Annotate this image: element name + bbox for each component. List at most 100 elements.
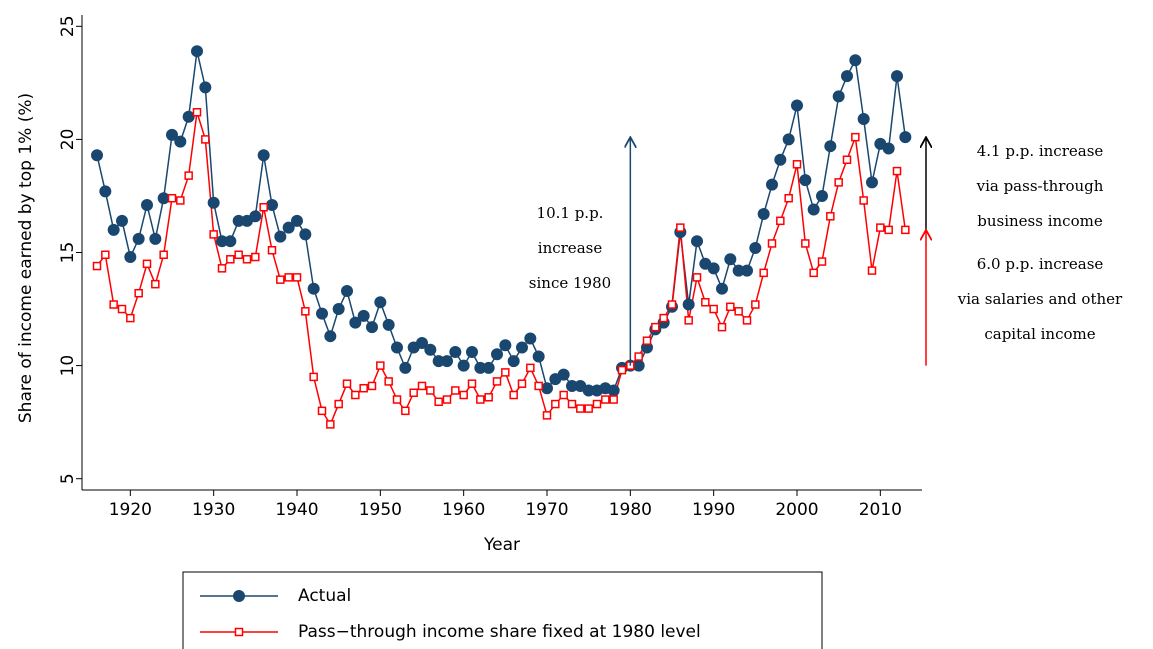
marker <box>726 302 735 312</box>
marker <box>517 379 527 388</box>
marker <box>734 307 743 316</box>
marker <box>867 266 877 275</box>
y-tick-label: 10 <box>58 355 78 377</box>
x-tick-label: 2010 <box>859 500 902 520</box>
marker <box>849 54 862 67</box>
marker <box>117 304 127 314</box>
marker <box>526 363 535 373</box>
annotation-text: since 1980 <box>529 274 611 292</box>
marker <box>341 284 353 297</box>
marker <box>101 250 110 260</box>
marker <box>634 352 643 361</box>
marker <box>226 255 235 264</box>
marker <box>176 196 185 205</box>
marker <box>541 382 553 395</box>
y-tick-label: 25 <box>58 15 78 37</box>
marker <box>899 131 912 144</box>
marker <box>707 262 720 275</box>
marker <box>233 590 245 602</box>
marker <box>141 199 153 211</box>
marker <box>774 153 787 166</box>
marker <box>516 341 528 354</box>
marker <box>791 99 803 112</box>
marker <box>632 359 645 372</box>
marker <box>291 214 303 227</box>
marker <box>901 225 910 235</box>
marker <box>826 212 835 221</box>
marker <box>809 268 818 278</box>
marker <box>366 321 378 334</box>
marker <box>249 210 262 223</box>
annotation-text: 6.0 p.p. increase <box>977 255 1104 273</box>
marker <box>349 316 362 329</box>
marker <box>782 133 795 146</box>
marker <box>174 135 187 148</box>
marker <box>607 384 620 397</box>
marker <box>274 230 287 243</box>
marker <box>692 273 702 282</box>
marker <box>617 365 627 375</box>
marker <box>109 300 118 309</box>
marker <box>276 275 285 284</box>
marker <box>676 223 685 232</box>
marker <box>776 216 785 226</box>
marker <box>157 192 170 205</box>
marker <box>282 221 295 234</box>
marker <box>601 395 610 404</box>
marker <box>757 208 770 221</box>
marker <box>841 70 853 83</box>
marker <box>384 377 393 386</box>
x-tick-label: 1950 <box>359 500 402 520</box>
marker <box>242 255 252 264</box>
x-axis-label: Year <box>483 535 520 555</box>
annotation-text: 4.1 p.p. increase <box>977 142 1104 160</box>
marker <box>449 346 462 359</box>
marker <box>459 390 468 400</box>
marker <box>832 90 845 103</box>
marker <box>192 108 202 117</box>
marker <box>332 303 345 316</box>
marker <box>292 273 302 282</box>
annotation-text: 10.1 p.p. <box>537 204 604 222</box>
marker <box>399 361 412 374</box>
marker <box>166 128 178 141</box>
marker <box>457 359 470 372</box>
marker <box>542 411 552 420</box>
marker <box>167 193 177 203</box>
marker <box>792 160 802 169</box>
y-tick-label: 20 <box>58 129 78 151</box>
marker <box>149 232 162 245</box>
marker <box>159 250 168 260</box>
x-tick-label: 1970 <box>525 500 568 520</box>
marker <box>426 386 435 395</box>
legend-label: Pass−through income share fixed at 1980 … <box>298 622 701 642</box>
marker <box>576 404 585 413</box>
marker <box>401 406 410 416</box>
marker <box>484 393 493 402</box>
marker <box>359 383 368 393</box>
marker <box>134 288 143 298</box>
marker <box>724 253 737 266</box>
marker <box>142 259 152 269</box>
marker <box>532 350 545 363</box>
marker <box>284 273 293 282</box>
marker <box>767 239 777 248</box>
marker <box>834 178 843 187</box>
marker <box>424 343 437 356</box>
marker <box>301 307 310 316</box>
marker <box>717 322 727 332</box>
marker <box>467 379 477 388</box>
marker <box>667 300 677 309</box>
marker <box>701 298 710 307</box>
marker <box>417 381 427 391</box>
marker <box>191 45 203 58</box>
marker <box>567 399 577 409</box>
marker <box>684 316 693 325</box>
marker <box>374 296 387 309</box>
marker <box>126 313 135 323</box>
marker <box>409 388 418 397</box>
marker <box>184 171 193 180</box>
marker <box>392 395 402 404</box>
marker <box>182 110 195 123</box>
x-tick-label: 1930 <box>192 500 235 520</box>
